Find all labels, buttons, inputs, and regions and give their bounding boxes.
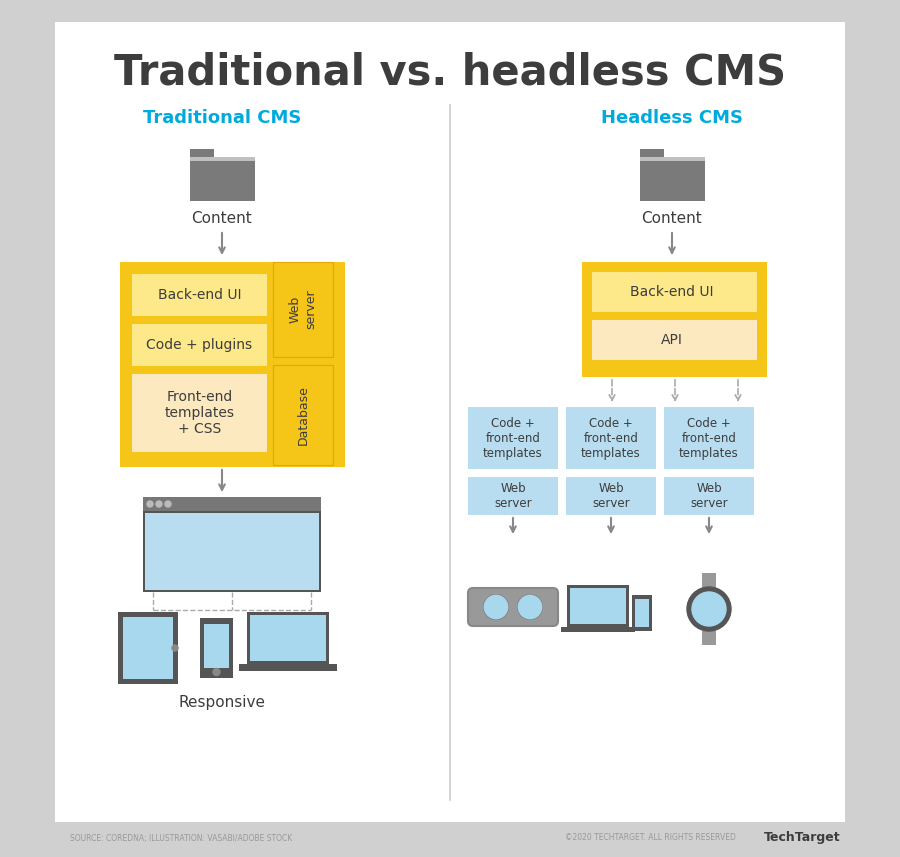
FancyBboxPatch shape — [55, 22, 845, 822]
Circle shape — [172, 645, 178, 651]
FancyBboxPatch shape — [702, 631, 716, 645]
Text: Front-end
templates
+ CSS: Front-end templates + CSS — [165, 390, 235, 436]
Text: Code +
front-end
templates: Code + front-end templates — [680, 417, 739, 459]
FancyBboxPatch shape — [468, 588, 558, 626]
FancyBboxPatch shape — [632, 595, 652, 631]
Text: Database: Database — [296, 385, 310, 445]
FancyBboxPatch shape — [273, 262, 333, 357]
FancyBboxPatch shape — [640, 157, 705, 161]
FancyBboxPatch shape — [570, 588, 626, 624]
FancyBboxPatch shape — [566, 477, 656, 515]
Text: Web
server: Web server — [494, 482, 532, 510]
FancyBboxPatch shape — [190, 157, 255, 201]
Text: Back-end UI: Back-end UI — [158, 288, 241, 302]
FancyBboxPatch shape — [204, 624, 229, 668]
Text: Web
server: Web server — [289, 289, 317, 329]
FancyBboxPatch shape — [132, 274, 267, 316]
FancyBboxPatch shape — [250, 615, 326, 661]
FancyBboxPatch shape — [664, 477, 754, 515]
FancyBboxPatch shape — [132, 324, 267, 366]
Text: Content: Content — [192, 211, 252, 225]
FancyBboxPatch shape — [567, 585, 629, 627]
FancyBboxPatch shape — [120, 262, 345, 467]
Circle shape — [692, 592, 726, 626]
Circle shape — [483, 594, 509, 620]
FancyBboxPatch shape — [635, 599, 649, 627]
Text: Code +
front-end
templates: Code + front-end templates — [483, 417, 543, 459]
Circle shape — [687, 587, 731, 631]
FancyBboxPatch shape — [200, 618, 233, 678]
FancyBboxPatch shape — [190, 157, 255, 161]
FancyBboxPatch shape — [640, 157, 705, 201]
FancyBboxPatch shape — [640, 149, 664, 159]
Circle shape — [147, 501, 153, 507]
Text: TechTarget: TechTarget — [763, 831, 840, 844]
Text: ©2020 TECHTARGET. ALL RIGHTS RESERVED: ©2020 TECHTARGET. ALL RIGHTS RESERVED — [565, 834, 736, 842]
FancyBboxPatch shape — [247, 612, 329, 664]
FancyBboxPatch shape — [702, 573, 716, 587]
FancyBboxPatch shape — [664, 407, 754, 469]
Circle shape — [156, 501, 162, 507]
Text: Traditional vs. headless CMS: Traditional vs. headless CMS — [114, 51, 786, 93]
FancyBboxPatch shape — [561, 627, 635, 632]
FancyBboxPatch shape — [123, 617, 173, 679]
FancyBboxPatch shape — [468, 407, 558, 469]
Circle shape — [517, 594, 543, 620]
FancyBboxPatch shape — [239, 664, 337, 671]
Text: Web
server: Web server — [690, 482, 728, 510]
FancyBboxPatch shape — [143, 497, 321, 592]
FancyBboxPatch shape — [468, 477, 558, 515]
Text: Web
server: Web server — [592, 482, 630, 510]
FancyBboxPatch shape — [118, 612, 178, 684]
Text: Headless CMS: Headless CMS — [601, 109, 743, 127]
FancyBboxPatch shape — [132, 374, 267, 452]
Text: Traditional CMS: Traditional CMS — [143, 109, 302, 127]
Text: Responsive: Responsive — [178, 694, 266, 710]
FancyBboxPatch shape — [190, 149, 214, 159]
FancyBboxPatch shape — [143, 497, 321, 511]
FancyBboxPatch shape — [582, 262, 767, 377]
Text: Content: Content — [642, 211, 702, 225]
FancyBboxPatch shape — [592, 320, 757, 360]
Circle shape — [213, 668, 220, 675]
FancyBboxPatch shape — [145, 513, 319, 590]
FancyBboxPatch shape — [566, 407, 656, 469]
Circle shape — [165, 501, 171, 507]
Text: Code +
front-end
templates: Code + front-end templates — [581, 417, 641, 459]
FancyBboxPatch shape — [592, 272, 757, 312]
Text: Code + plugins: Code + plugins — [147, 338, 253, 352]
Text: Back-end UI: Back-end UI — [630, 285, 714, 299]
FancyBboxPatch shape — [273, 365, 333, 465]
Text: SOURCE: COREDNA; ILLUSTRATION: VASABI/ADOBE STOCK: SOURCE: COREDNA; ILLUSTRATION: VASABI/AD… — [70, 834, 292, 842]
Text: API: API — [662, 333, 683, 347]
